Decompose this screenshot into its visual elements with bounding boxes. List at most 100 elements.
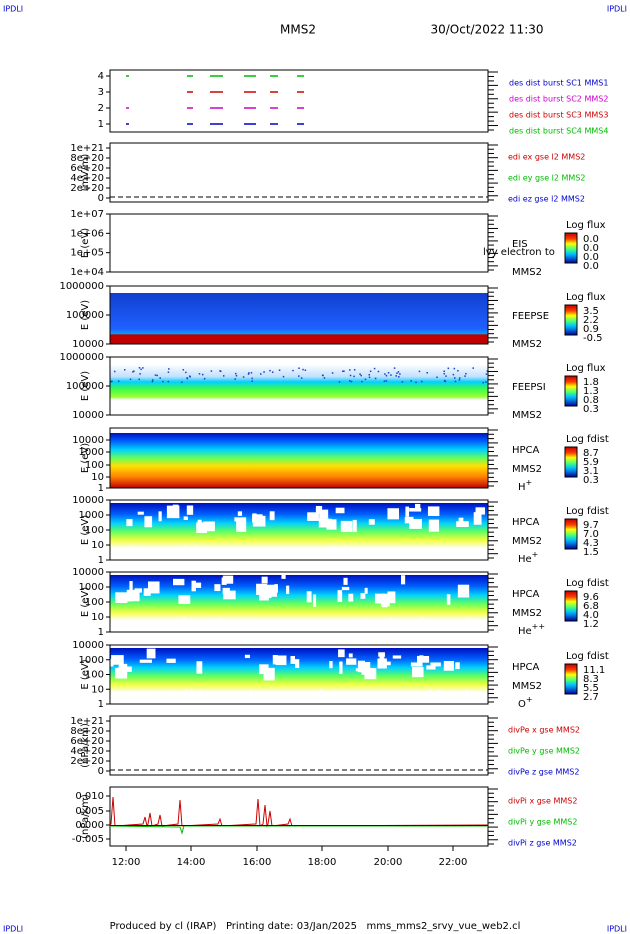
data-gap <box>122 547 125 555</box>
data-gap <box>194 694 197 704</box>
colorbar <box>564 518 578 550</box>
colorbar-value: 7.0 <box>583 529 599 540</box>
data-gap <box>364 587 368 594</box>
data-gap <box>190 689 193 696</box>
instrument: HPCA <box>512 445 540 456</box>
data-gap <box>223 590 236 600</box>
x-tick-label: 18:00 <box>308 857 337 868</box>
data-gap <box>131 623 134 627</box>
y-tick-label: 10000 <box>72 435 104 446</box>
spacecraft: MMS2 <box>512 536 542 547</box>
speckle <box>251 380 253 382</box>
speckle <box>129 378 132 381</box>
legend-entry: divPe x gse MMS2 <box>508 726 580 735</box>
data-gap <box>271 624 274 633</box>
data-gap <box>305 627 308 635</box>
speckle <box>385 374 388 377</box>
data-gap <box>404 516 414 524</box>
panel-frame <box>109 142 489 203</box>
speckle <box>138 378 140 381</box>
species: He+ <box>518 550 538 566</box>
data-gap <box>455 625 458 632</box>
data-gap <box>126 589 140 602</box>
colorbar-value: -0.5 <box>583 333 603 344</box>
y-tick-label: 10000 <box>72 410 104 421</box>
data-gap <box>237 511 243 516</box>
data-gap <box>222 587 230 595</box>
data-gap <box>415 503 421 509</box>
species-charge: + <box>532 550 539 559</box>
speckle <box>113 370 116 373</box>
legend-entry: divPi z gse MMS2 <box>508 839 577 848</box>
data-gap <box>446 594 451 605</box>
speckle <box>123 369 126 371</box>
data-gap <box>179 695 182 700</box>
data-gap <box>364 623 367 629</box>
colorbar-value: 9.7 <box>583 520 599 531</box>
colorbar-value: 3.1 <box>583 466 599 477</box>
speckle <box>219 370 222 373</box>
speckle <box>444 380 447 383</box>
y-tick-label: 1 <box>98 119 104 130</box>
data-gap <box>400 575 406 585</box>
speckle <box>198 373 201 375</box>
data-gap <box>236 521 247 532</box>
data-gap <box>338 649 345 658</box>
speckle <box>189 376 191 378</box>
colorbar-value: 6.8 <box>583 601 599 612</box>
y-axis-label: (mV/m) <box>80 154 91 192</box>
speckle <box>133 370 135 372</box>
y-tick-label: 1e+04 <box>70 267 104 278</box>
colorbar-title: Log fdist <box>566 651 609 662</box>
data-gap <box>387 508 399 520</box>
y-tick-label: 1000 <box>79 655 104 666</box>
note: lvy electron to <box>483 247 555 258</box>
data-gap <box>263 667 275 681</box>
data-gap <box>147 627 150 632</box>
speckle <box>302 368 304 371</box>
data-gap <box>374 593 385 604</box>
y-tick-label: 100 <box>85 460 104 471</box>
data-gap <box>339 661 343 674</box>
colorbar-value: 11.1 <box>583 665 605 676</box>
data-gap <box>333 546 336 550</box>
data-gap <box>419 655 424 661</box>
mission: MMS2 <box>280 23 316 37</box>
data-gap <box>112 549 115 554</box>
speckle <box>338 381 341 383</box>
speckle <box>457 369 459 372</box>
data-gap <box>191 582 202 589</box>
speckle <box>132 371 134 373</box>
colorbar-value: 4.3 <box>583 538 599 549</box>
data-gap <box>365 623 368 633</box>
y-tick-label: 1e+07 <box>70 209 104 220</box>
colorbar-value: 1.2 <box>583 619 599 630</box>
data-gap <box>129 622 132 629</box>
speckle <box>393 367 396 369</box>
data-gap <box>275 655 287 666</box>
data-gap <box>449 554 452 558</box>
data-gap <box>319 689 322 696</box>
spacecraft: MMS2 <box>512 267 542 278</box>
speckle <box>458 379 461 381</box>
legend-entry: edi ez gse l2 MMS2 <box>508 195 585 204</box>
data-gap <box>183 516 188 520</box>
speckle <box>269 369 271 372</box>
data-gap <box>218 628 221 633</box>
data-gap <box>241 697 244 704</box>
data-gap <box>184 624 187 631</box>
speckle <box>482 381 485 384</box>
panel-frame <box>109 69 489 133</box>
data-gap <box>475 507 485 515</box>
data-gap <box>414 699 417 706</box>
spacecraft: MMS2 <box>512 681 542 692</box>
data-gap <box>343 577 348 585</box>
data-gap <box>201 625 204 634</box>
speckle <box>250 372 253 374</box>
y-tick-label: 6e+20 <box>70 163 104 174</box>
speckle <box>242 376 245 378</box>
data-gap <box>172 578 185 586</box>
colorbar <box>564 663 578 695</box>
colorbar <box>564 446 578 478</box>
